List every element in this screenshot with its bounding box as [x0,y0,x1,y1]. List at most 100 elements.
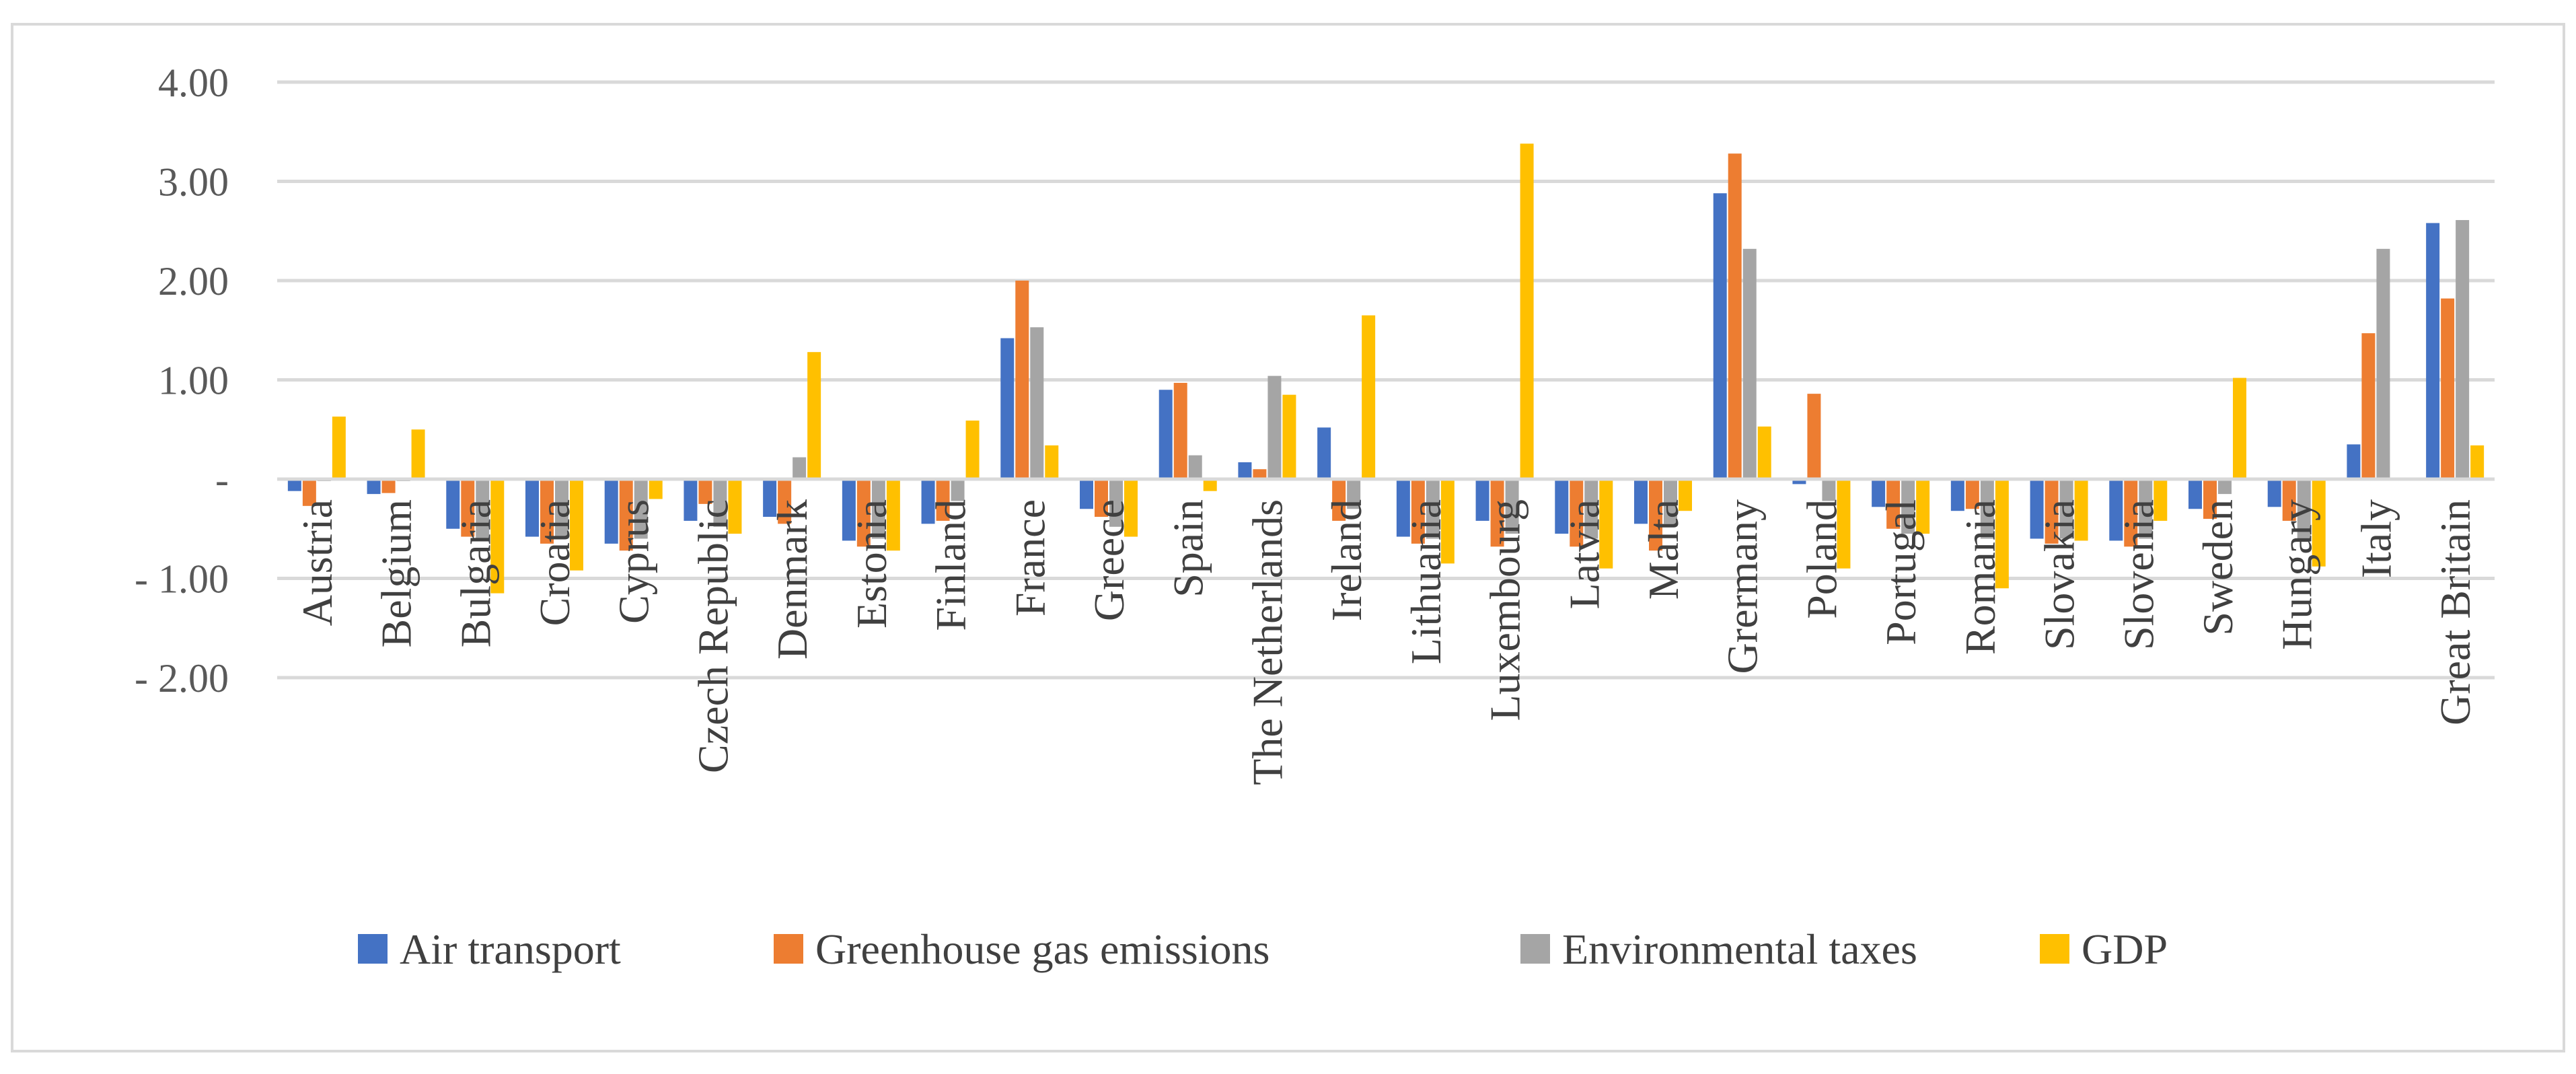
bar-air-transport-estonia [842,479,856,541]
bar-gdp-cyprus [649,479,663,499]
legend-label-gdp: GDP [2082,925,2168,973]
category-label-lithuania: Lithuania [1402,499,1450,664]
bar-air-transport-slovenia [2109,479,2123,541]
bar-air-transport-denmark [763,479,777,517]
bar-greenhouse-gas-emissions-ireland [1332,479,1346,521]
bar-greenhouse-gas-emissions-sweden [2203,479,2217,519]
category-label-croatia: Croatia [531,499,579,626]
bar-air-transport-luxembourg [1475,479,1489,521]
y-axis-tick-labels: 4.00 3.00 2.00 1.00 - - 1.00 - 2.00 [135,61,229,701]
legend-label-greenhouse-gas-emissions: Greenhouse gas emissions [815,925,1269,973]
bar-environmental-taxes-bulgaria [476,479,490,539]
bar-environmental-taxes-lithuania [1426,479,1440,539]
bar-environmental-taxes-spain [1188,455,1202,479]
bar-gdp-austria [332,417,346,479]
bar-environmental-taxes-portugal [1901,479,1915,534]
bar-gdp-the-netherlands [1282,394,1296,479]
legend-label-air-transport: Air transport [400,925,621,973]
bar-environmental-taxes-malta [1664,479,1677,524]
bar-environmental-taxes-the-netherlands [1267,375,1282,479]
y-tick-label: - 1.00 [135,557,229,602]
bar-air-transport-czech-republic [684,479,698,521]
bar-air-transport-belgium [367,479,381,495]
legend-label-environmental-taxes: Environmental taxes [1562,925,1917,973]
bar-greenhouse-gas-emissions-italy [2361,333,2376,479]
bar-greenhouse-gas-emissions-france [1015,281,1029,479]
category-labels: Austria Belgium Bulgaria Croatia Cyprus Czech… [293,499,2479,785]
bar-greenhouse-gas-emissions-austria [302,479,316,506]
y-tick-label: - [215,458,229,502]
category-label-luxembourg: Luxembourg [1481,499,1529,721]
bar-greenhouse-gas-emissions-the-netherlands [1253,469,1267,479]
bar-greenhouse-gas-emissions-slovakia [2045,479,2059,544]
bar-gdp-sweden [2233,378,2246,479]
gridlines [277,80,2495,680]
bar-air-transport-portugal [1872,479,1886,507]
bar-environmental-taxes-italy [2376,248,2390,479]
bar-gdp-poland [1837,479,1851,569]
bar-greenhouse-gas-emissions-portugal [1886,479,1901,529]
category-label-greece: Greece [1085,499,1133,621]
category-label-the-netherlands: The Netherlands [1243,499,1291,785]
bars [287,143,2485,594]
legend-swatch-environmental-taxes [1520,934,1550,964]
bar-gdp-latvia [1599,479,1613,569]
bar-air-transport-france [1000,338,1015,479]
category-label-finland: Finland [927,499,975,631]
bar-air-transport-austria [287,479,301,491]
category-label-great-britain: Great Britain [2431,499,2479,725]
bar-environmental-taxes-great-britain [2456,220,2470,479]
bar-greenhouse-gas-emissions-finland [936,479,950,521]
category-label-romania: Romania [1956,499,2004,655]
bar-gdp-malta [1679,479,1692,511]
bar-greenhouse-gas-emissions-poland [1807,394,1821,479]
legend-swatch-gdp [2040,934,2069,964]
bar-gdp-luxembourg [1520,143,1534,479]
bar-air-transport-bulgaria [446,479,460,529]
bar-environmental-taxes-estonia [871,479,885,539]
bar-gdp-slovakia [2074,479,2088,541]
bar-environmental-taxes-romania [1980,479,1994,539]
y-tick-label: 4.00 [158,61,229,105]
bar-air-transport-finland [921,479,935,524]
bar-environmental-taxes-cyprus [634,479,648,539]
bar-gdp-france [1045,445,1059,479]
y-tick-label: - 2.00 [135,656,229,701]
bar-gdp-hungary [2312,479,2326,567]
legend-swatch-air-transport [358,934,388,964]
bar-greenhouse-gas-emissions-czech-republic [698,479,712,504]
bar-air-transport-grermany [1713,193,1727,479]
bar-air-transport-greece [1080,479,1093,509]
bar-greenhouse-gas-emissions-lithuania [1411,479,1425,544]
bar-air-transport-poland [1792,479,1806,485]
bar-environmental-taxes-greece [1109,479,1123,527]
bar-air-transport-latvia [1555,479,1569,534]
bar-air-transport-ireland [1317,427,1331,479]
bar-air-transport-malta [1634,479,1648,524]
bar-environmental-taxes-slovakia [2059,479,2073,539]
bar-gdp-denmark [807,352,821,479]
bar-gdp-greece [1124,479,1138,537]
bar-greenhouse-gas-emissions-romania [1965,479,1979,509]
category-label-italy: Italy [2352,499,2400,578]
bar-air-transport-great-britain [2426,223,2440,479]
category-label-cyprus: Cyprus [610,499,658,624]
category-label-austria: Austria [293,499,341,626]
category-label-ireland: Ireland [1323,499,1370,621]
category-label-poland: Poland [1798,499,1845,619]
bar-greenhouse-gas-emissions-croatia [540,479,554,544]
bar-air-transport-slovakia [2030,479,2044,539]
category-label-slovakia: Slovakia [2036,499,2084,650]
category-label-belgium: Belgium [373,499,420,647]
legend-swatch-greenhouse-gas-emissions [774,934,803,964]
bar-air-transport-italy [2347,444,2361,479]
bar-greenhouse-gas-emissions-spain [1173,382,1187,479]
bar-air-transport-sweden [2188,479,2202,509]
bar-gdp-belgium [411,429,425,479]
bar-environmental-taxes-france [1030,327,1044,479]
bar-environmental-taxes-sweden [2218,479,2232,495]
bar-air-transport-spain [1158,390,1173,479]
bar-gdp-romania [1995,479,2009,589]
category-label-malta: Malta [1640,499,1687,600]
